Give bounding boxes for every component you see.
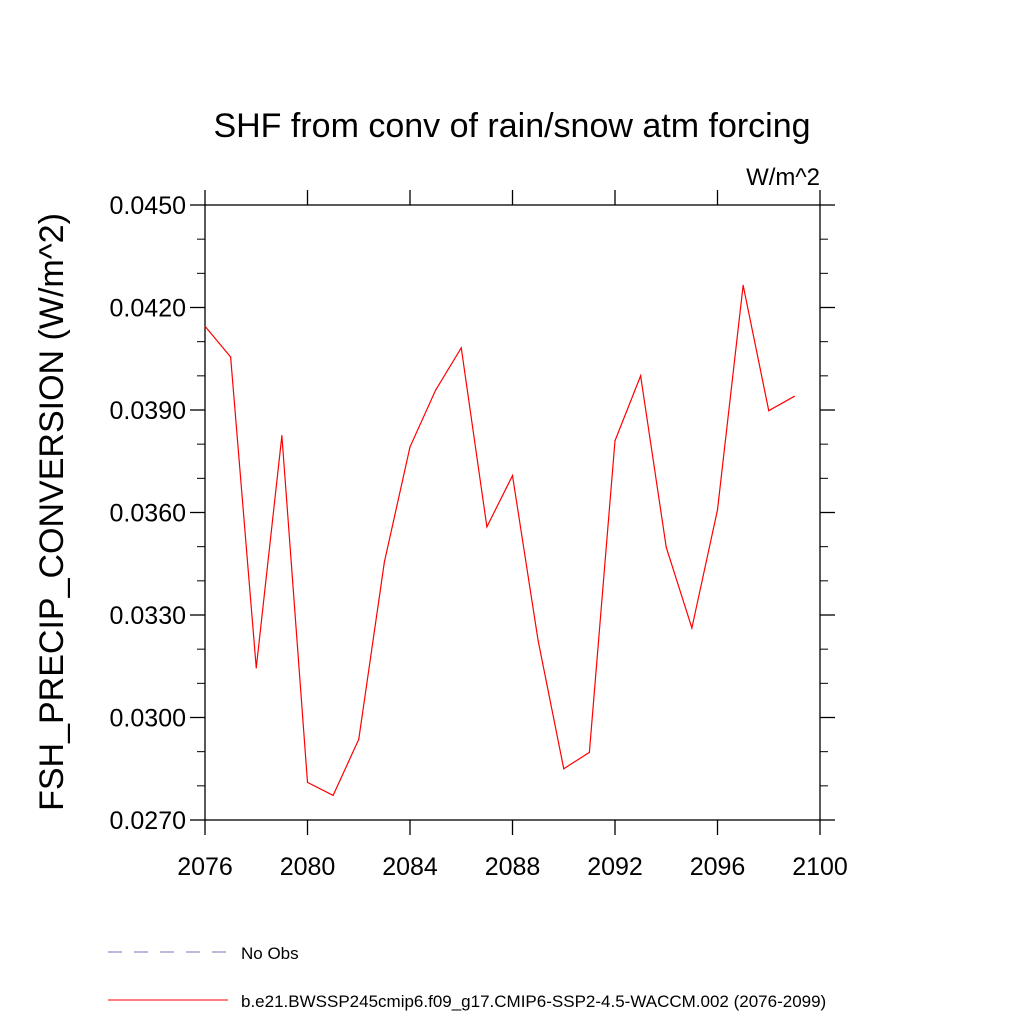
data-point [281,435,283,437]
x-tick-label: 2096 [690,853,746,881]
data-point [460,347,462,349]
series-layer [204,284,795,797]
x-tick-label: 2088 [485,853,541,881]
data-point [563,768,565,770]
plot-frame [204,204,821,821]
data-point [435,389,437,391]
data-point [640,375,642,377]
data-point [511,475,514,477]
x-tick-label: 2076 [177,853,233,881]
data-point [716,509,719,511]
data-point [768,410,770,412]
axes-layer: 0.0270 0.0300 0.0330 0.0360 0.0390 0.0420 0.04… [110,190,848,881]
data-point [383,561,385,563]
chart-title: SHF from conv of rain/snow atm forcing [213,107,810,145]
data-point [306,781,309,784]
y-tick-label: 0.0420 [110,295,186,323]
legend-label: b.e21.BWSSP245cmip6.f09_g17.CMIP6-SSP2-4… [241,992,826,1011]
series-line [204,285,795,797]
x-tick-label: 2084 [382,853,438,881]
y-tick-label: 0.0330 [110,602,186,630]
x-tick-label: 2092 [587,853,643,881]
data-point [409,446,411,448]
data-point [691,627,693,629]
legend-label: No Obs [241,944,299,963]
y-tick-label: 0.0390 [110,397,186,425]
legend: No Obs b.e21.BWSSP245cmip6.f09_g17.CMIP6-… [108,944,826,1011]
x-tick-label: 2080 [280,853,336,881]
data-point [793,395,795,397]
data-point [204,325,206,327]
data-point [358,738,360,740]
y-tick-label: 0.0450 [110,192,186,220]
x-tick-label: 2100 [792,853,848,881]
y-tick-label: 0.0300 [110,705,186,733]
y-tick-label: 0.0360 [110,500,186,528]
data-point [230,356,232,358]
data-point [537,640,539,642]
y-axis-label: FSH_PRECIP_CONVERSION (W/m^2) [33,213,71,811]
data-point [614,440,616,442]
data-point [332,794,334,797]
y-tick-label: 0.0270 [110,807,186,835]
data-point [742,284,744,286]
data-point [255,667,257,669]
data-point [588,751,590,753]
units-label: W/m^2 [746,164,820,191]
data-point [665,546,667,548]
data-point [486,526,488,528]
